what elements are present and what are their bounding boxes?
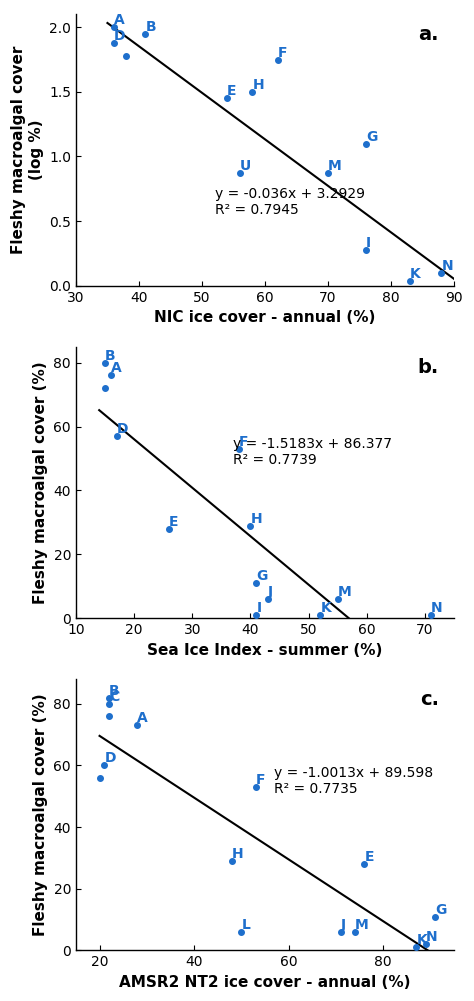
Y-axis label: Fleshy macroalgal cover (%): Fleshy macroalgal cover (%) <box>33 361 48 604</box>
Text: N: N <box>441 259 453 273</box>
Text: M: M <box>328 159 342 173</box>
Text: M: M <box>355 918 369 932</box>
Text: a.: a. <box>419 25 439 44</box>
Text: K: K <box>416 933 427 947</box>
Text: U: U <box>240 159 251 173</box>
Text: N: N <box>431 601 442 615</box>
Text: A: A <box>137 712 148 726</box>
Text: I: I <box>256 601 261 615</box>
Text: H: H <box>232 847 244 861</box>
Text: D: D <box>104 752 116 766</box>
Text: J: J <box>341 918 346 932</box>
Text: F: F <box>278 46 287 59</box>
Text: E: E <box>169 515 179 529</box>
Text: E: E <box>364 850 374 864</box>
Text: L: L <box>241 918 250 932</box>
Text: J: J <box>268 585 273 599</box>
Text: G: G <box>435 903 447 917</box>
Text: K: K <box>320 601 331 615</box>
Text: B: B <box>145 20 156 34</box>
Text: A: A <box>111 361 122 375</box>
Text: F: F <box>255 773 265 787</box>
Text: C: C <box>109 690 119 704</box>
X-axis label: NIC ice cover - annual (%): NIC ice cover - annual (%) <box>155 310 376 325</box>
Y-axis label: Fleshy macroalgal cover
(log %): Fleshy macroalgal cover (log %) <box>11 46 44 254</box>
Text: H: H <box>252 78 264 92</box>
X-axis label: Sea Ice Index - summer (%): Sea Ice Index - summer (%) <box>147 643 383 658</box>
Text: I: I <box>366 235 371 249</box>
Text: M: M <box>337 585 352 599</box>
Text: K: K <box>410 266 421 280</box>
Text: F: F <box>239 434 248 448</box>
Text: c.: c. <box>420 690 439 709</box>
Text: D: D <box>117 422 128 436</box>
Y-axis label: Fleshy macroalgal cover (%): Fleshy macroalgal cover (%) <box>33 694 48 936</box>
Text: E: E <box>227 84 237 98</box>
Text: N: N <box>426 930 438 944</box>
Text: D: D <box>114 29 125 43</box>
Text: B: B <box>109 684 119 698</box>
Text: A: A <box>114 13 125 27</box>
Text: y = -1.0013x + 89.598
R² = 0.7735: y = -1.0013x + 89.598 R² = 0.7735 <box>274 766 434 796</box>
X-axis label: AMSR2 NT2 ice cover - annual (%): AMSR2 NT2 ice cover - annual (%) <box>119 975 411 990</box>
Text: y = -0.036x + 3.2929
R² = 0.7945: y = -0.036x + 3.2929 R² = 0.7945 <box>215 186 365 217</box>
Text: G: G <box>256 569 268 583</box>
Text: y = -1.5183x + 86.377
R² = 0.7739: y = -1.5183x + 86.377 R² = 0.7739 <box>233 437 392 467</box>
Text: G: G <box>366 129 377 143</box>
Text: B: B <box>105 348 116 362</box>
Text: H: H <box>250 512 262 526</box>
Text: b.: b. <box>418 357 439 376</box>
